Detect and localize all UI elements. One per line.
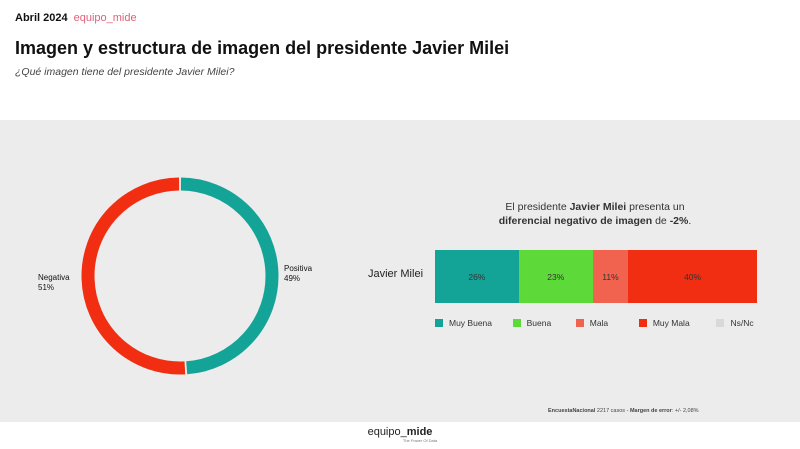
legend-item: Muy Mala [638,318,717,328]
bar-segment-buena: 23% [518,250,593,303]
donut-slice-negativa [81,177,186,375]
donut-label-negativa: Negativa 51% [38,273,70,292]
legend-item: Mala [575,318,639,328]
page-subtitle: ¿Qué imagen tiene del presidente Javier … [15,66,235,78]
headline: El presidente Javier Milei presenta un d… [498,201,692,227]
legend-label: Mala [589,318,609,328]
bar-segment-muy-buena: 26% [435,250,519,303]
bar-segment-mala: 11% [592,250,629,303]
survey-note: EncuestaNacional 2217 casos - Margen de … [548,408,699,414]
donut-slice-positiva [180,177,279,375]
brand: equipo_mide [73,12,137,24]
logo: equipo_mide The Power Of Data [367,426,438,443]
legend-label: Buena [526,318,552,328]
legend-item: Muy Buena [435,318,513,328]
legend-label: Muy Buena [449,318,492,328]
stacked-bar: 26% 23% 11% 40% [435,250,757,303]
legend-swatch [716,319,725,327]
bar-category-label: Javier Milei [368,268,424,280]
legend-item: Buena [512,318,576,328]
legend-swatch [575,319,584,327]
legend-label: Ns/Nc [730,318,754,328]
legend: Muy Buena Buena Mala Muy Mala Ns/Nc [435,318,765,328]
legend-label: Muy Mala [652,318,690,328]
date: Abril 2024 [15,12,68,24]
bar-segment-muy-mala: 40% [628,250,757,303]
header-meta: Abril 2024 equipo_mide [15,12,137,24]
legend-swatch [512,319,521,327]
legend-item: Ns/Nc [716,318,765,328]
donut-label-positiva: Positiva 49% [284,264,313,283]
legend-swatch [435,319,443,327]
donut-chart [81,177,279,375]
page-title: Imagen y estructura de imagen del presid… [15,38,510,58]
legend-swatch [638,319,647,327]
